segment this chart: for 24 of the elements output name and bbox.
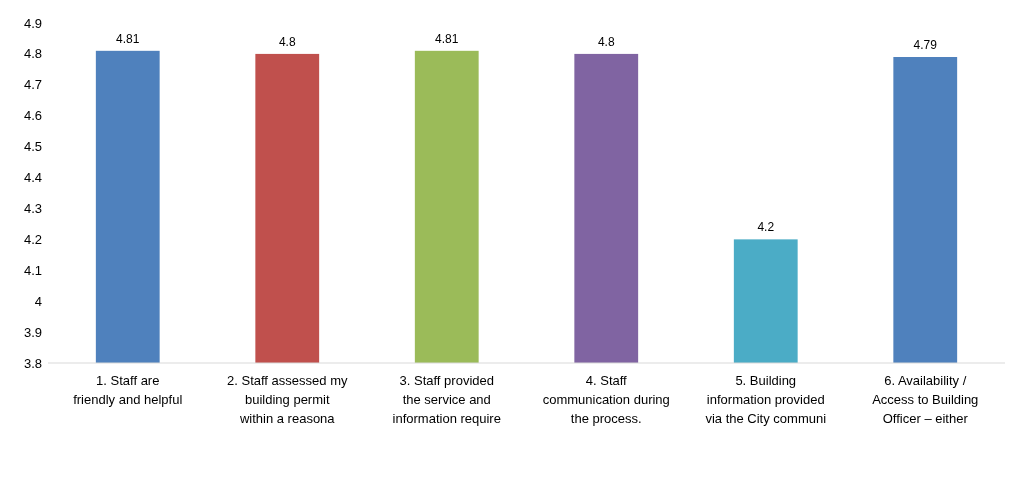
y-tick-label: 4.7 <box>23 77 42 93</box>
y-tick-label: 4.1 <box>23 262 42 278</box>
x-tick-label: 6. Availability / Access to Building Officer – either <box>872 373 979 426</box>
y-tick-label: 4 <box>34 293 42 309</box>
x-tick-label: 1. Staff are friendly and helpful <box>73 373 183 407</box>
y-tick-label: 4.8 <box>23 46 42 62</box>
y-tick-label: 4.5 <box>23 139 42 155</box>
x-tick-label: 2. Staff assessed my building permit within a reasona <box>227 373 348 426</box>
data-label: 4.81 <box>116 31 140 46</box>
x-tick-label: 5. Building information provided via the City communi <box>705 373 827 426</box>
data-label: 4.8 <box>278 34 296 49</box>
data-label: 4.79 <box>913 38 938 52</box>
y-tick-label: 4.9 <box>23 15 42 31</box>
y-tick-label: 4.3 <box>23 201 42 216</box>
y-tick-label: 4.4 <box>23 170 42 186</box>
data-label: 4.81 <box>435 31 459 46</box>
data-label: 4.8 <box>597 34 615 49</box>
y-tick-label: 3.9 <box>23 324 42 340</box>
y-tick-label: 4.2 <box>23 231 42 247</box>
data-label: 4.2 <box>757 220 775 235</box>
x-tick-label: 4. Staff communication during the process. <box>542 373 670 426</box>
x-tick-label: 3. Staff provided the service and information require <box>392 373 501 426</box>
y-tick-label: 4.6 <box>23 108 42 124</box>
y-tick-label: 3.8 <box>23 355 42 371</box>
